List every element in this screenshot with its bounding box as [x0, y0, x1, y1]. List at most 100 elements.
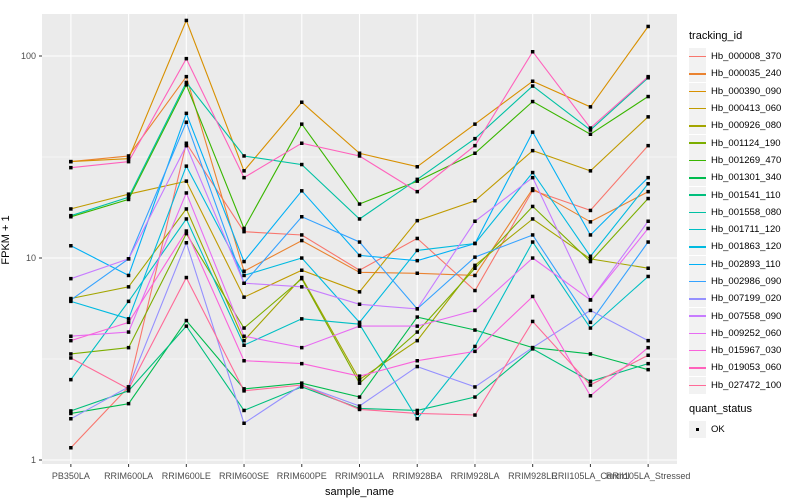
data-point	[242, 175, 246, 180]
data-point	[588, 379, 593, 384]
legend-entry: Hb_000926_080	[689, 117, 799, 135]
legend-entry: Hb_007199_020	[689, 290, 799, 308]
data-point	[126, 389, 131, 393]
data-point	[126, 273, 131, 278]
data-point	[646, 219, 650, 223]
data-point	[69, 298, 73, 302]
x-tick-label: RRIM600PE	[277, 471, 327, 481]
legend: tracking_id Hb_000008_370 Hb_000035_240 Hb…	[689, 30, 799, 439]
data-point	[473, 328, 477, 332]
data-point	[300, 276, 304, 281]
data-point	[530, 294, 535, 299]
data-point	[357, 407, 362, 412]
data-point	[242, 421, 246, 425]
legend-entry-label: Hb_019053_060	[711, 362, 782, 374]
data-point	[415, 177, 419, 182]
data-point	[415, 364, 419, 369]
legend-entry-label: Hb_001863_120	[711, 241, 782, 253]
data-point	[588, 298, 593, 302]
data-point	[126, 345, 131, 350]
data-point	[530, 148, 535, 153]
data-point	[415, 338, 419, 343]
data-point	[69, 411, 73, 416]
legend-entry-label: Hb_027472_100	[711, 379, 782, 391]
legend-entry-label: Hb_000926_080	[711, 120, 782, 132]
data-point	[357, 270, 362, 274]
data-point	[184, 229, 189, 233]
data-point	[473, 151, 477, 155]
data-point	[415, 408, 419, 413]
data-point	[184, 324, 189, 328]
data-point	[300, 122, 304, 126]
legend-key-line-icon	[689, 134, 706, 152]
data-point	[242, 281, 246, 285]
data-point	[126, 330, 131, 334]
data-point	[415, 411, 419, 416]
data-point	[69, 334, 73, 338]
data-point	[126, 317, 131, 321]
legend-entry: Hb_001269_470	[689, 151, 799, 169]
data-point	[415, 324, 419, 328]
legend-entry: Hb_000008_370	[689, 48, 799, 66]
y-axis-title: FPKM + 1	[0, 215, 12, 265]
data-point	[357, 404, 362, 408]
x-tick-label: RRIM600LE	[162, 471, 211, 481]
data-point	[357, 377, 362, 382]
y-tick-label: 100	[21, 51, 36, 61]
data-point	[415, 307, 419, 311]
data-point	[184, 179, 189, 183]
data-point	[184, 318, 189, 323]
data-point	[646, 94, 650, 99]
x-tick-label: RRIM600SE	[219, 471, 269, 481]
legend-entry-label: Hb_007199_020	[711, 293, 782, 305]
data-point	[646, 143, 650, 148]
data-point	[646, 115, 650, 119]
data-point	[473, 255, 477, 259]
data-point	[588, 308, 593, 313]
data-point	[300, 381, 304, 385]
data-point	[473, 122, 477, 126]
data-point	[473, 143, 477, 148]
data-point	[646, 74, 650, 79]
data-point	[184, 231, 189, 236]
data-point	[588, 383, 593, 387]
data-point	[184, 217, 189, 221]
legend-entry: Hb_002986_090	[689, 273, 799, 290]
legend-entry: Hb_007558_090	[689, 307, 799, 325]
data-point	[69, 356, 73, 360]
data-point	[588, 126, 593, 130]
data-point	[646, 24, 650, 29]
data-point	[184, 143, 189, 148]
data-point	[300, 233, 304, 237]
data-point	[126, 192, 131, 196]
x-tick-label: RRIM600LA	[104, 471, 153, 481]
data-point	[646, 367, 650, 372]
legend-entry: Hb_000390_090	[689, 82, 799, 100]
data-point	[473, 273, 477, 278]
data-point	[184, 191, 189, 195]
data-point	[646, 196, 650, 201]
data-point	[126, 285, 131, 289]
legend-key-line-icon	[689, 186, 706, 204]
data-point	[184, 275, 189, 280]
legend-entry-label: Hb_000390_090	[711, 85, 782, 97]
data-point	[530, 170, 535, 175]
legend-entries: Hb_000008_370 Hb_000035_240 Hb_000390_090 H…	[689, 48, 799, 394]
data-point	[530, 345, 535, 350]
data-point	[126, 195, 131, 199]
data-point	[588, 352, 593, 356]
data-point	[300, 285, 304, 289]
data-point	[530, 50, 535, 54]
data-point	[588, 128, 593, 132]
data-point	[300, 361, 304, 366]
data-point	[242, 343, 246, 347]
legend-key-line-icon	[689, 221, 706, 239]
data-point	[357, 217, 362, 221]
data-point	[184, 56, 189, 61]
data-point	[69, 377, 73, 382]
legend-key-line-icon	[689, 324, 706, 342]
data-point	[415, 248, 419, 253]
data-point	[530, 204, 535, 209]
